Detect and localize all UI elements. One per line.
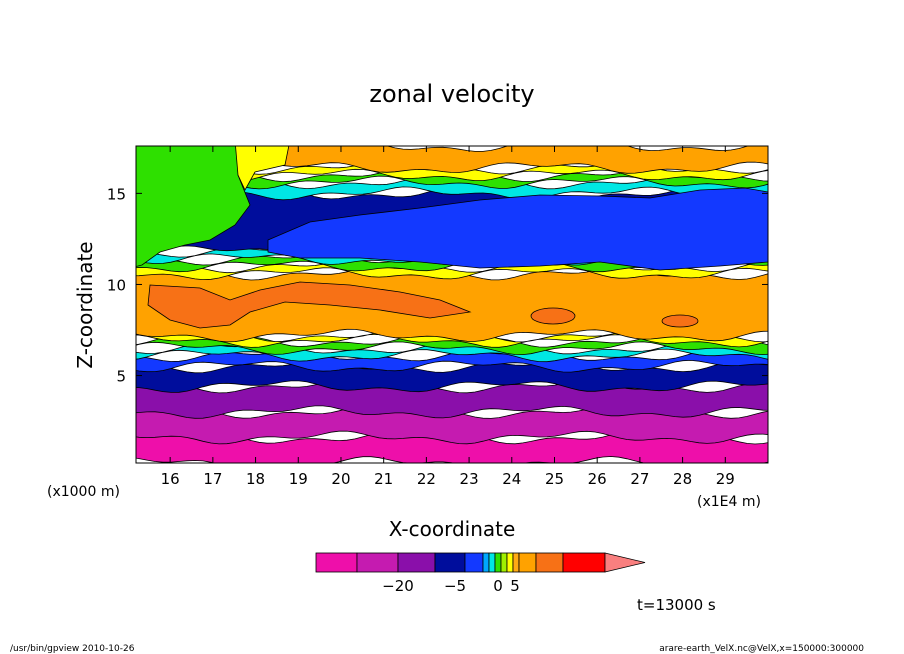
contour-band [136, 168, 768, 190]
x-tick-label: 26 [588, 470, 607, 488]
colorbar-cell [506, 552, 514, 573]
y-tick-label: 10 [107, 276, 126, 294]
colorbar [315, 552, 646, 573]
footer-right: arare-earth_VelX.nc@VelX,x=150000:300000 [659, 644, 864, 654]
x-tick-label: 18 [246, 470, 265, 488]
x-tick-label: 24 [502, 470, 521, 488]
x-tick-label: 20 [331, 470, 350, 488]
x-tick-label: 21 [374, 470, 393, 488]
contour-band [136, 359, 768, 393]
contour-cell [661, 314, 699, 328]
plot-frame [135, 145, 769, 464]
colorbar-cell [464, 552, 484, 573]
chart-title: zonal velocity [369, 80, 534, 108]
colorbar-ticks: −20 −5 0 5 [382, 577, 520, 595]
colorbar-tick-label: −20 [382, 577, 414, 595]
colorbar-cell [434, 552, 466, 573]
y-tick-label: 5 [116, 368, 126, 386]
contour-cell [530, 307, 576, 325]
y-axis-label: Z-coordinate [73, 241, 97, 368]
x-tick-label: 19 [289, 470, 308, 488]
x-tick-label: 22 [417, 470, 436, 488]
x-tick-label: 25 [545, 470, 564, 488]
colorbar-cell [488, 552, 496, 573]
colorbar-cell [315, 552, 358, 573]
colorbar-tick-label: 0 [493, 577, 503, 595]
contour-band [136, 334, 768, 356]
colorbar-extension-arrow [604, 552, 646, 573]
y-tick-label: 15 [107, 185, 126, 203]
x-tick-label: 23 [460, 470, 479, 488]
colorbar-cell [512, 552, 520, 573]
x-unit-label: (x1E4 m) [697, 494, 761, 510]
contour-band [136, 175, 768, 201]
colorbar-tick-label: 5 [510, 577, 520, 595]
colorbar-cell [356, 552, 399, 573]
colorbar-cell [562, 552, 606, 573]
colorbar-cell [494, 552, 502, 573]
y-unit-label: (x1000 m) [47, 484, 120, 500]
time-label: t=13000 s [637, 596, 716, 614]
x-tick-label: 27 [630, 470, 649, 488]
x-tick-label: 17 [203, 470, 222, 488]
x-tick-label: 16 [161, 470, 180, 488]
contour-band [136, 430, 768, 463]
colorbar-cell [500, 552, 508, 573]
colorbar-cell [397, 552, 436, 573]
footer-left: /usr/bin/gpview 2010-10-26 [10, 644, 135, 654]
colorbar-cell [518, 552, 537, 573]
x-axis-label: X-coordinate [389, 517, 516, 541]
contour-patch-upper-left-yellow [235, 146, 290, 191]
contour-patch-upper-jet-core [267, 187, 768, 271]
contour-band [136, 146, 768, 174]
x-tick-label: 28 [673, 470, 692, 488]
contour-patches [136, 146, 768, 329]
colorbar-tick-label: −5 [444, 577, 466, 595]
contour-patch-mid-orange-max [147, 281, 472, 329]
x-tick-label: 29 [716, 470, 735, 488]
colorbar-cell [535, 552, 564, 573]
x-axis-ticks: 16 17 18 19 20 21 22 23 24 25 26 27 28 29 [161, 146, 735, 488]
y-axis-ticks: 5 10 15 [107, 185, 768, 386]
colorbar-cell [482, 552, 490, 573]
